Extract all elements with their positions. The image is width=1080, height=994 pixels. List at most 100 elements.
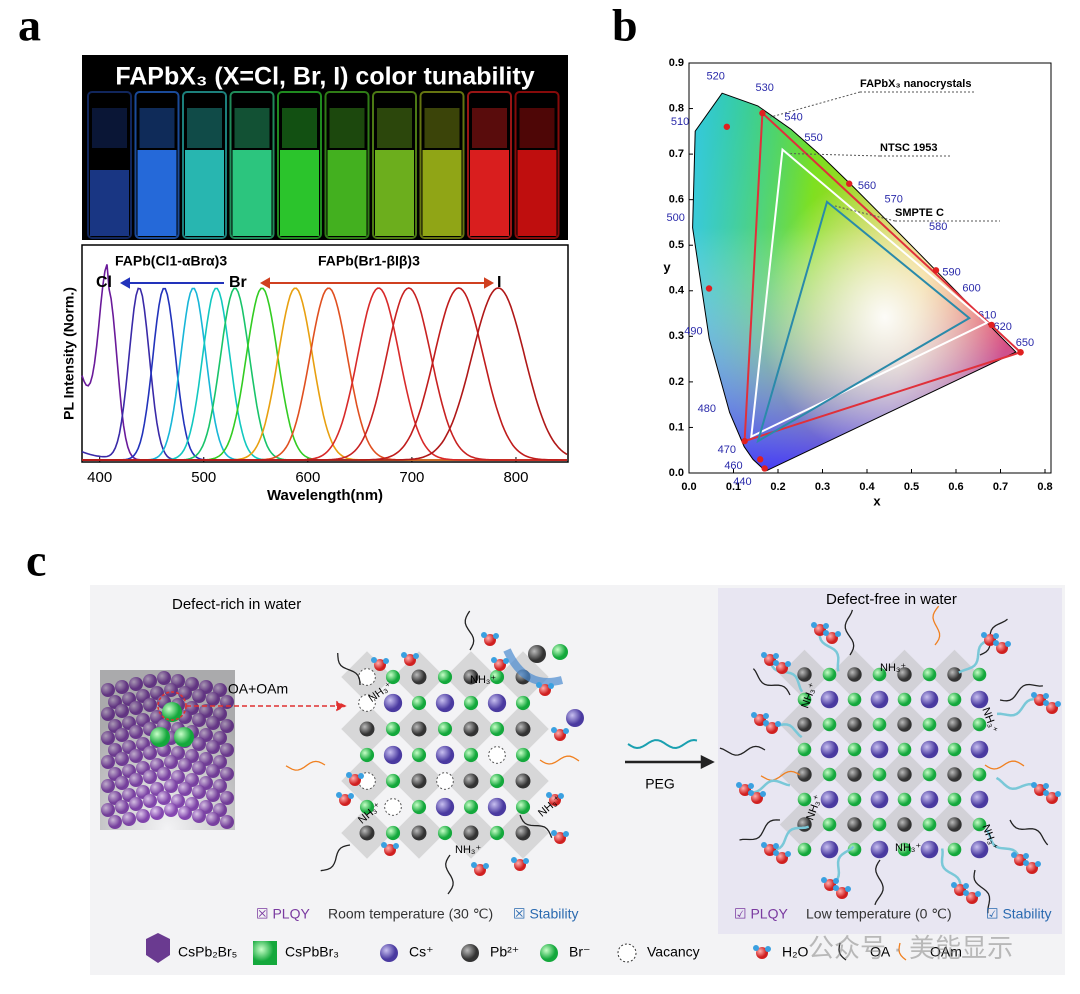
status-text: ☑ PLQY — [734, 906, 788, 922]
atom — [515, 825, 531, 841]
ligand-chain — [320, 844, 351, 872]
vial-glow — [234, 108, 270, 148]
end-label: I — [497, 274, 501, 291]
vial-liquid — [422, 150, 462, 236]
water-h — [511, 857, 517, 863]
water-h — [536, 682, 542, 688]
water-h — [773, 850, 779, 856]
wavelength-label: 500 — [666, 212, 684, 224]
water-h — [981, 632, 987, 638]
atom — [922, 717, 937, 732]
atom — [947, 717, 962, 732]
data-dot — [761, 465, 768, 472]
atom — [411, 799, 427, 815]
atom — [820, 790, 839, 809]
y-tick-label: 0.2 — [669, 376, 684, 388]
status-text: ☒ Stability — [513, 906, 578, 922]
wavelength-label: 560 — [858, 180, 876, 192]
ligand-label: NH₃⁺ — [455, 844, 481, 856]
ligand-chain — [627, 738, 698, 750]
x-tick-label: 0.1 — [726, 481, 741, 493]
data-dot — [846, 180, 853, 187]
ligand-chain — [985, 829, 1022, 861]
atom — [437, 721, 453, 737]
vial-liquid — [137, 150, 177, 236]
legend-icon — [617, 943, 637, 963]
water-h — [401, 652, 407, 658]
water-h — [993, 640, 999, 646]
water-h — [1031, 782, 1037, 788]
atom — [437, 825, 453, 841]
vial — [182, 91, 227, 239]
water-h — [748, 790, 754, 796]
water-h — [348, 793, 354, 799]
vial — [372, 91, 417, 239]
atom — [920, 840, 939, 859]
ligand-chain — [760, 770, 801, 781]
water-h — [763, 720, 769, 726]
vial-glow — [139, 108, 175, 148]
water-h — [1043, 783, 1049, 789]
data-dot — [988, 321, 995, 329]
atom — [920, 690, 939, 709]
water-h — [1031, 692, 1037, 698]
status-text: Room temperature (30 ℃) — [328, 906, 493, 922]
panel-label: b — [612, 0, 638, 51]
vial — [134, 91, 180, 239]
atom — [972, 817, 987, 832]
wavelength-label: 650 — [1016, 337, 1034, 349]
atom — [797, 692, 812, 707]
legend-icon — [380, 944, 398, 962]
atom — [435, 797, 455, 817]
water-h — [371, 657, 377, 663]
atom — [870, 840, 889, 859]
atom — [847, 767, 862, 782]
wavelength-label: 570 — [885, 194, 903, 206]
panel-label: a — [18, 0, 41, 51]
vial-liquid — [280, 150, 319, 236]
wavelength-label: 510 — [671, 116, 689, 128]
data-dot — [932, 267, 940, 274]
vial-glow — [282, 108, 317, 148]
section-title: Defect-rich in water — [172, 596, 301, 613]
ligand-chain — [932, 605, 941, 646]
water-h — [558, 793, 564, 799]
atom — [822, 667, 837, 682]
y-tick-label: 0.9 — [669, 57, 684, 69]
vial — [229, 91, 275, 239]
data-dot — [757, 456, 764, 463]
atom — [411, 747, 427, 763]
x-tick-label: 0.6 — [948, 481, 963, 493]
vial-liquid — [375, 150, 414, 236]
vacancy — [436, 772, 454, 790]
water-h — [760, 791, 766, 797]
ligand-chain — [818, 629, 840, 672]
atom — [947, 742, 962, 757]
arrow — [259, 277, 495, 289]
atom — [463, 825, 479, 841]
x-tick-label: 600 — [295, 469, 320, 486]
atom — [947, 792, 962, 807]
atom — [383, 745, 403, 765]
water-h — [753, 945, 759, 951]
atom — [359, 721, 375, 737]
atom — [437, 669, 453, 685]
fade — [100, 670, 235, 830]
water-h — [546, 792, 552, 798]
ligand-chain — [739, 819, 781, 841]
water-h — [773, 660, 779, 666]
gamut-triangle — [743, 110, 1023, 443]
water — [339, 794, 351, 806]
atom — [385, 721, 401, 737]
atom — [435, 745, 455, 765]
water-h — [1035, 861, 1041, 867]
atom — [489, 825, 505, 841]
gamut-triangle — [756, 200, 972, 444]
water — [996, 642, 1008, 654]
vial-liquid — [517, 150, 557, 236]
atom — [411, 695, 427, 711]
atom — [385, 669, 401, 685]
water-h — [1043, 790, 1049, 796]
plot-frame — [688, 62, 1052, 474]
water — [776, 662, 788, 674]
